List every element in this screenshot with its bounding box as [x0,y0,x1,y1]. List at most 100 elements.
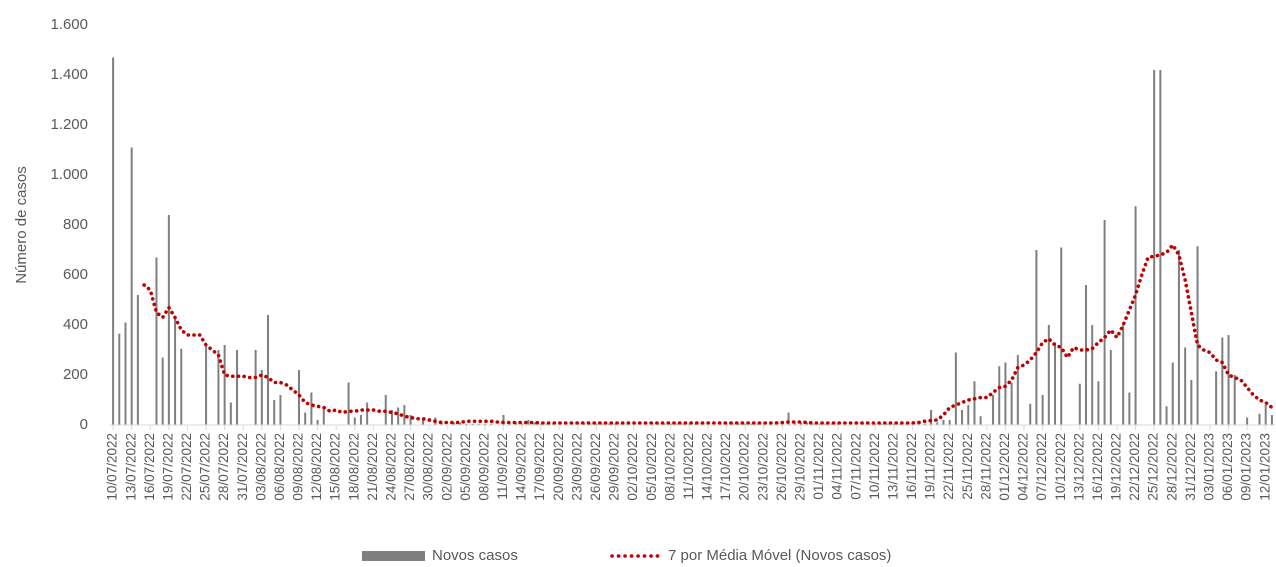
bar [793,422,796,425]
bar [1029,403,1032,425]
x-tick-label: 09/01/2023 [1239,433,1254,501]
bar [552,423,555,425]
bar [824,423,827,425]
bar [1078,383,1081,425]
bar [260,370,263,425]
bar [1264,405,1267,425]
bar [471,423,474,425]
bar [1016,355,1019,425]
x-tick-label: 18/08/2022 [346,433,361,501]
bar [1215,371,1218,425]
x-tick-label: 30/08/2022 [421,433,436,501]
x-tick-label: 05/09/2022 [458,433,473,501]
x-tick-label: 15/08/2022 [328,433,343,501]
x-tick-label: 26/09/2022 [588,433,603,501]
x-tick-label: 25/11/2022 [960,433,975,500]
bar [353,417,356,425]
x-tick-label: 20/10/2022 [737,433,752,501]
bar [781,423,784,425]
bar [236,350,239,425]
x-tick-label: 04/12/2022 [1016,433,1031,501]
x-tick-label: 13/11/2022 [885,433,900,500]
bar [1041,395,1044,425]
bar [961,410,964,425]
bar [830,423,833,425]
y-tick-label: 600 [63,266,88,283]
bar [942,420,945,425]
bar [1233,375,1236,425]
bar [167,215,170,425]
x-tick-label: 19/07/2022 [160,433,175,501]
x-tick-label: 27/08/2022 [402,433,417,501]
bar [545,423,548,425]
bar [923,423,926,425]
bar [1221,337,1224,425]
x-tick-label: 10/11/2022 [867,433,882,500]
x-tick-label: 04/11/2022 [830,433,845,500]
x-tick-label: 25/07/2022 [198,433,213,501]
bar [155,257,158,425]
bar [725,423,728,425]
x-tick-label: 07/11/2022 [848,433,863,500]
bar [205,345,208,425]
bar [483,423,486,425]
bar [682,423,685,425]
bar [663,423,666,425]
x-tick-label: 13/12/2022 [1071,433,1086,501]
bar [583,423,586,425]
x-tick-label: 28/07/2022 [216,433,231,501]
bar [756,423,759,425]
x-tick-label: 26/10/2022 [774,433,789,501]
x-tick-label: 10/07/2022 [105,433,120,501]
bar [533,422,536,425]
x-tick-label: 28/12/2022 [1164,433,1179,501]
x-tick-label: 13/07/2022 [123,433,138,501]
bar [787,412,790,425]
bar [502,415,505,425]
bar [669,423,672,425]
bar [273,400,276,425]
bar [229,402,232,425]
bar [1190,380,1193,425]
bar [304,412,307,425]
x-tick-label: 23/10/2022 [755,433,770,501]
bar [1270,415,1273,425]
bar [1004,362,1007,425]
bar [799,422,802,425]
x-tick-label: 10/12/2022 [1053,433,1068,501]
x-tick-label: 12/01/2023 [1257,433,1272,501]
x-tick-label: 29/09/2022 [607,433,622,501]
bar [118,333,121,425]
x-tick-label: 09/08/2022 [291,433,306,501]
bar [1010,382,1013,425]
x-tick-label: 06/08/2022 [272,433,287,501]
bar [992,395,995,425]
bar [1060,247,1063,425]
bar [366,402,369,425]
bar [316,420,319,425]
bar [744,423,747,425]
bar [161,357,164,425]
bar [818,423,821,425]
x-tick-label: 02/10/2022 [625,433,640,501]
bar [676,423,679,425]
x-tick-label: 03/01/2023 [1201,433,1216,501]
bar [750,423,753,425]
bar [620,423,623,425]
x-tick-label: 16/12/2022 [1090,433,1105,501]
bar [886,423,889,425]
bar [812,423,815,425]
x-tick-label: 16/07/2022 [142,433,157,501]
x-tick-label: 01/12/2022 [997,433,1012,501]
bar [459,422,462,425]
x-tick-label: 28/11/2022 [978,433,993,500]
bar [130,147,133,425]
bar [322,407,325,425]
bar [1153,70,1156,425]
bar [688,423,691,425]
bar [1097,381,1100,425]
x-tick-label: 14/10/2022 [700,433,715,501]
bar [521,423,524,425]
bar [539,423,542,425]
bar [967,405,970,425]
